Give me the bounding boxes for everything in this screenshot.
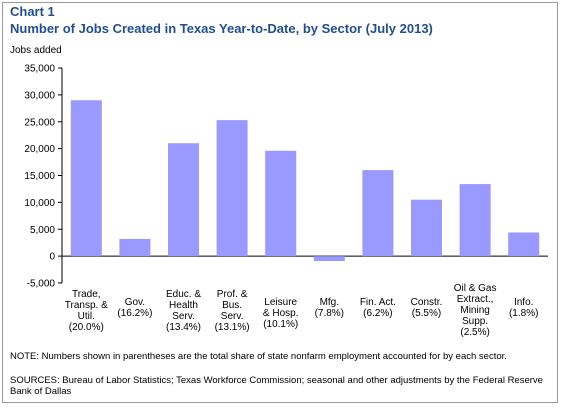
- y-tick-label: 30,000: [24, 90, 55, 101]
- x-tick-label-line: Educ. &: [166, 289, 201, 300]
- x-tick-label-line: (13.4%): [166, 322, 201, 333]
- y-axis-label: Jobs added: [10, 45, 62, 56]
- x-tick-label-line: Extract.,: [457, 294, 494, 305]
- x-tick-label-line: (6.2%): [363, 308, 392, 319]
- y-tick-label: 15,000: [24, 171, 55, 182]
- x-tick-label: Prof. & Bus. Serv. (13.1%): [215, 289, 250, 333]
- bar: [119, 238, 151, 257]
- y-tick-label: -5,000: [27, 279, 56, 290]
- x-tick-label-line: (1.8%): [509, 308, 538, 319]
- x-tick-label-line: Health: [169, 300, 198, 311]
- x-tick-label-line: (20.0%): [69, 322, 104, 333]
- y-tick-label: 0: [49, 252, 55, 263]
- x-tick-label-line: Mfg.: [320, 297, 339, 308]
- bar: [411, 199, 442, 257]
- y-tick-label: 35,000: [24, 64, 55, 75]
- y-tick-label: 10,000: [24, 198, 55, 209]
- x-tick-label-line: Bus.: [222, 300, 242, 311]
- x-tick-label: Trade, Transp. & Util. (20.0%): [65, 289, 108, 333]
- x-tick-label-line: Gov.: [125, 297, 145, 308]
- bar: [508, 232, 540, 257]
- x-tick-label-line: Constr.: [411, 297, 443, 308]
- x-tick-label: Info. (1.8%): [509, 297, 538, 319]
- y-tick-label: 25,000: [24, 117, 55, 128]
- y-tick-label: 20,000: [24, 144, 55, 155]
- x-tick-label-line: Serv.: [172, 311, 195, 322]
- x-tick-label: Oil & Gas Extract., Mining Supp. (2.5%): [454, 283, 497, 338]
- x-tick-label-line: (10.1%): [263, 319, 298, 330]
- chart-note: NOTE: Numbers shown in parentheses are t…: [10, 351, 507, 362]
- x-tick-label-line: Info.: [514, 297, 533, 308]
- x-tick-label-line: Prof. &: [217, 289, 248, 300]
- x-tick-label-line: Fin. Act.: [360, 297, 396, 308]
- x-tick-label: Leisure & Hosp. (10.1%): [263, 297, 299, 330]
- x-tick-label-line: (16.2%): [117, 308, 152, 319]
- bar: [313, 256, 345, 261]
- x-tick-label-line: Transp. &: [65, 300, 108, 311]
- x-tick-label: Mfg. (7.8%): [315, 297, 344, 319]
- x-tick-label-line: (2.5%): [460, 327, 489, 338]
- bar: [168, 143, 199, 257]
- bar: [70, 100, 102, 257]
- x-tick-label-line: (13.1%): [215, 322, 250, 333]
- x-tick-label-line: (7.8%): [315, 308, 344, 319]
- bar: [459, 184, 491, 257]
- x-tick-label: Gov. (16.2%): [117, 297, 152, 319]
- x-tick-label-line: Supp.: [462, 316, 488, 327]
- x-tick-label-line: Util.: [78, 311, 95, 322]
- chart-title: Number of Jobs Created in Texas Year-to-…: [10, 21, 433, 36]
- x-tick-label: Educ. & Health Serv. (13.4%): [166, 289, 201, 333]
- x-tick-label-line: Trade,: [72, 289, 101, 300]
- x-tick-label-line: Oil & Gas: [454, 283, 497, 294]
- bar: [216, 120, 248, 257]
- x-tick-label: Fin. Act. (6.2%): [360, 297, 396, 319]
- x-tick-label: Constr. (5.5%): [411, 297, 443, 319]
- x-tick-label-line: & Hosp.: [263, 308, 299, 319]
- x-tick-label-line: Mining: [460, 305, 489, 316]
- bar: [362, 170, 394, 257]
- chart-label: Chart 1: [10, 4, 55, 19]
- bar: [265, 150, 297, 257]
- x-tick-label-line: Leisure: [264, 297, 297, 308]
- y-tick-label: 5,000: [30, 225, 55, 236]
- x-tick-label-line: (5.5%): [412, 308, 441, 319]
- chart-sources: SOURCES: Bureau of Labor Statistics; Tex…: [10, 375, 543, 397]
- x-tick-label-line: Serv.: [221, 311, 244, 322]
